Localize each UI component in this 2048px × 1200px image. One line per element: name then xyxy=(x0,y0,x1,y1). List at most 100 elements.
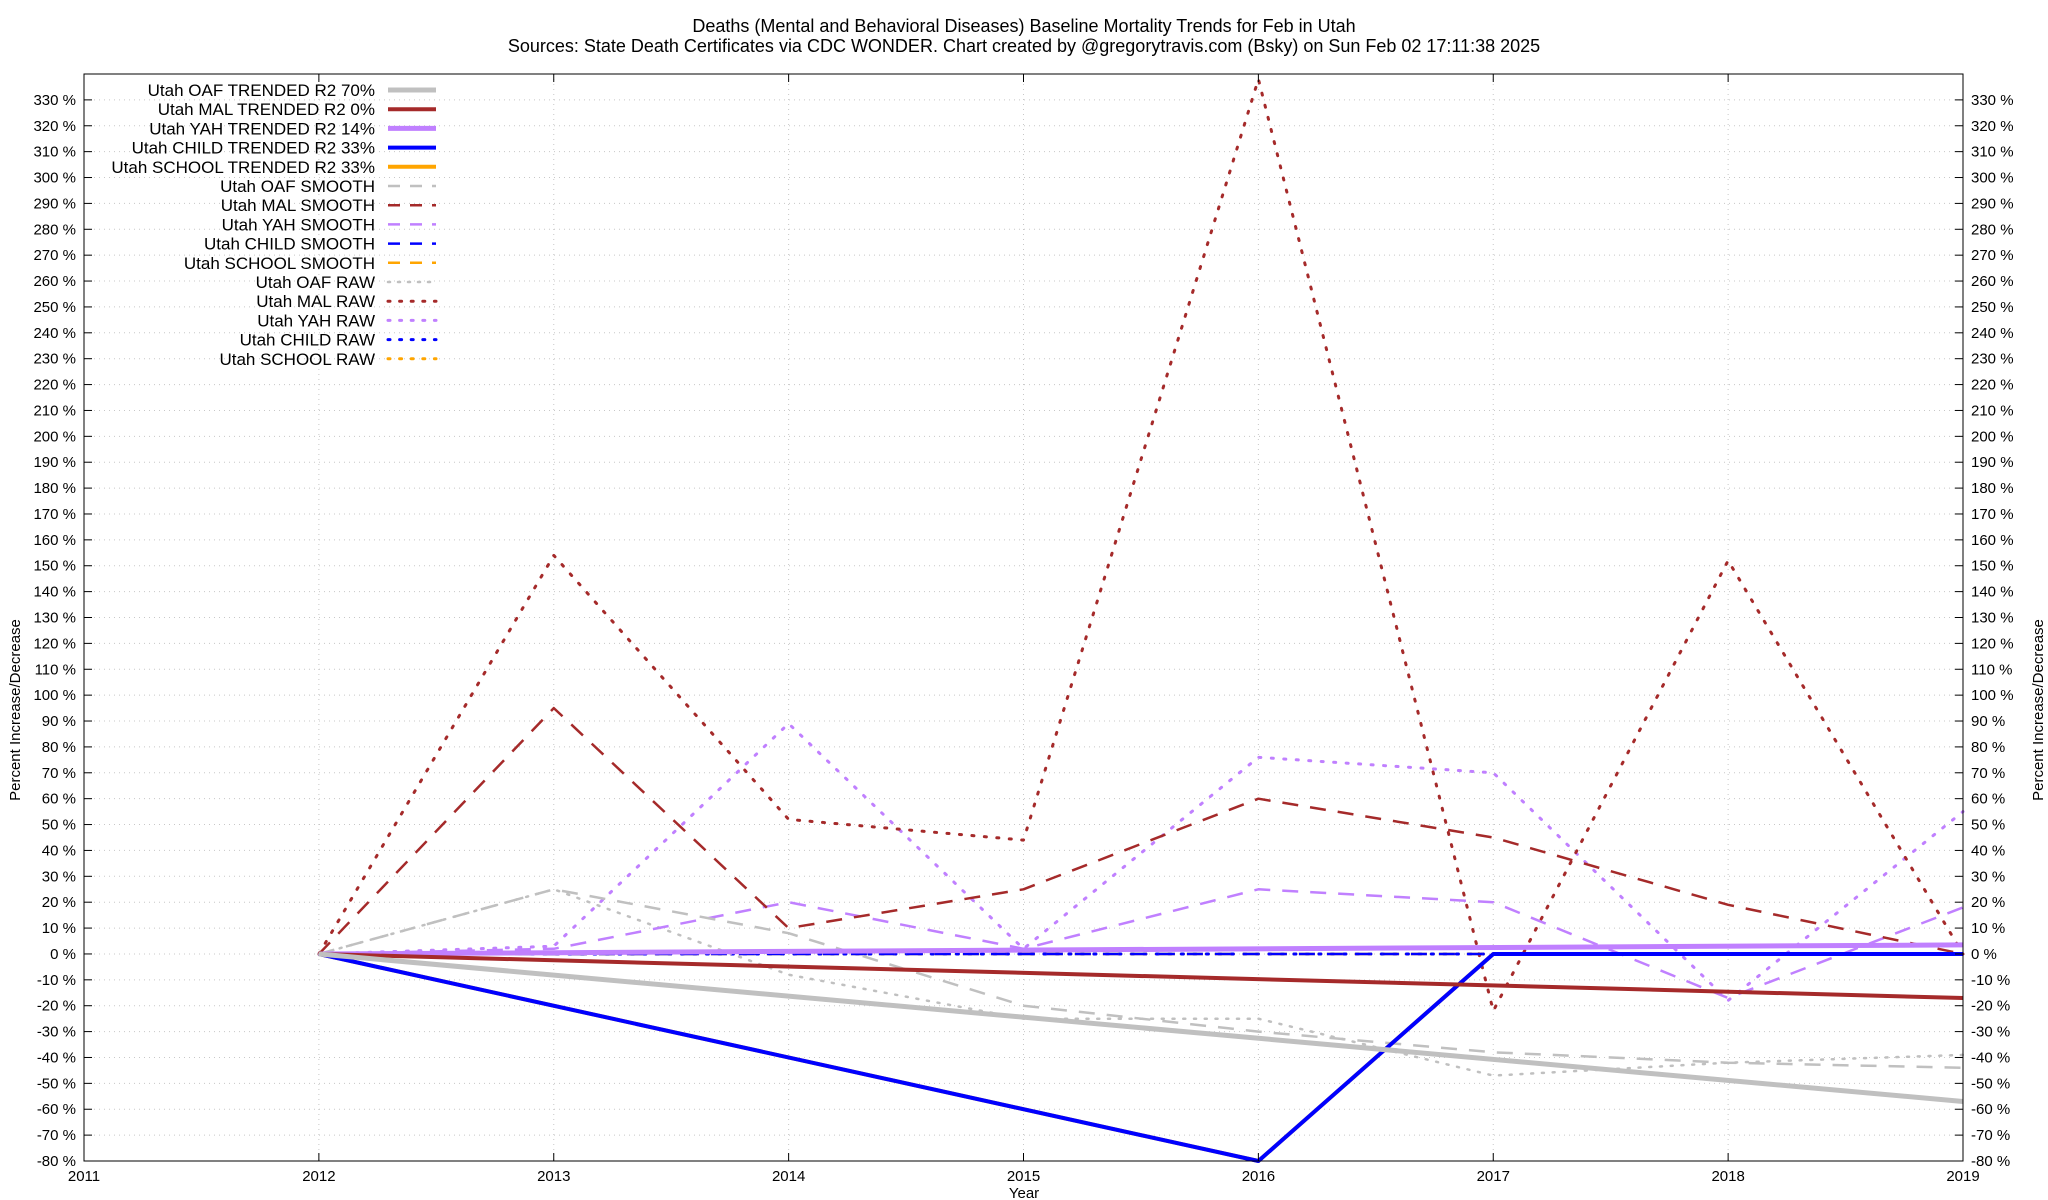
legend-label: Utah MAL RAW xyxy=(256,292,375,311)
grid-lines xyxy=(83,74,1964,1162)
y2-tick-label: 160 % xyxy=(1971,532,2014,549)
y2-tick-label: 10 % xyxy=(1971,920,2005,937)
y-tick-label: -20 % xyxy=(37,998,76,1015)
y2-tick-label: 240 % xyxy=(1971,325,2014,342)
legend-label: Utah CHILD RAW xyxy=(240,331,375,350)
legend-label: Utah MAL SMOOTH xyxy=(221,196,375,215)
y2-tick-label: -30 % xyxy=(1971,1024,2010,1041)
y2-tick-label: -70 % xyxy=(1971,1127,2010,1144)
y2-tick-label: 310 % xyxy=(1971,144,2014,161)
y-tick-label: 130 % xyxy=(33,610,76,627)
y-tick-label: 120 % xyxy=(33,635,76,652)
y-tick-label: 290 % xyxy=(33,195,76,212)
y2-tick-label: 330 % xyxy=(1971,92,2014,109)
y2-tick-label: -10 % xyxy=(1971,972,2010,989)
legend-label: Utah SCHOOL RAW xyxy=(219,350,375,369)
y-tick-label: 20 % xyxy=(42,894,76,911)
legend: Utah OAF TRENDED R2 70%Utah MAL TRENDED … xyxy=(111,81,438,369)
series-line-utah-mal-smooth xyxy=(317,706,1964,956)
y2-tick-label: -80 % xyxy=(1971,1153,2010,1170)
y-tick-label: 100 % xyxy=(33,687,76,704)
y2-axis-label: Percent Increase/Decrease xyxy=(2030,619,2047,801)
y-tick-label: -80 % xyxy=(37,1153,76,1170)
y-tick-label: 10 % xyxy=(42,920,76,937)
y-tick-label: 310 % xyxy=(33,144,76,161)
y-tick-label: 330 % xyxy=(33,92,76,109)
y2-tick-label: -40 % xyxy=(1971,1049,2010,1066)
y2-tick-label: 0 % xyxy=(1971,946,1997,963)
y2-tick-label: 200 % xyxy=(1971,428,2014,445)
y2-tick-label: 20 % xyxy=(1971,894,2005,911)
y-tick-label: 30 % xyxy=(42,868,76,885)
x-tick-label: 2014 xyxy=(772,1168,805,1185)
y-axis-label: Percent Increase/Decrease xyxy=(7,619,24,801)
y2-tick-label: 150 % xyxy=(1971,558,2014,575)
series-line-utah-mal-raw xyxy=(317,77,1965,1013)
y2-tick-label: 230 % xyxy=(1971,351,2014,368)
legend-label: Utah MAL TRENDED R2 0% xyxy=(158,100,375,119)
axis-ticks: 2011 2012 2013 2014 2015 2016 2017 2018 2019-80 … xyxy=(33,74,2014,1185)
y-tick-label: -30 % xyxy=(37,1024,76,1041)
y2-tick-label: 260 % xyxy=(1971,273,2014,290)
x-tick-label: 2012 xyxy=(302,1168,335,1185)
y-tick-label: 280 % xyxy=(33,221,76,238)
y2-tick-label: -20 % xyxy=(1971,998,2010,1015)
y-tick-label: 180 % xyxy=(33,480,76,497)
series-lines xyxy=(317,77,1965,1163)
x-tick-label: 2018 xyxy=(1711,1168,1744,1185)
y-tick-label: 160 % xyxy=(33,532,76,549)
y2-tick-label: 290 % xyxy=(1971,195,2014,212)
y2-tick-label: -50 % xyxy=(1971,1075,2010,1092)
y2-tick-label: 90 % xyxy=(1971,713,2005,730)
y-tick-label: 150 % xyxy=(33,558,76,575)
y-tick-label: 190 % xyxy=(33,454,76,471)
x-tick-label: 2011 xyxy=(68,1168,100,1185)
series-line-utah-yah-raw xyxy=(317,722,1965,1002)
chart-subtitle: Sources: State Death Certificates via CD… xyxy=(508,36,1540,56)
y-tick-label: 90 % xyxy=(42,713,76,730)
y2-tick-label: 190 % xyxy=(1971,454,2014,471)
y-tick-label: 200 % xyxy=(33,428,76,445)
y-tick-label: -70 % xyxy=(37,1127,76,1144)
legend-label: Utah SCHOOL TRENDED R2 33% xyxy=(111,158,375,177)
y2-tick-label: 30 % xyxy=(1971,868,2005,885)
y2-tick-label: 250 % xyxy=(1971,299,2014,316)
y-tick-label: -40 % xyxy=(37,1049,76,1066)
y-tick-label: 110 % xyxy=(35,661,76,678)
y2-tick-label: -60 % xyxy=(1971,1101,2010,1118)
y2-tick-label: 140 % xyxy=(1971,584,2014,601)
y-tick-label: 220 % xyxy=(33,377,76,394)
y-tick-label: -60 % xyxy=(37,1101,76,1118)
legend-label: Utah YAH TRENDED R2 14% xyxy=(149,119,375,138)
x-tick-label: 2019 xyxy=(1946,1168,1979,1185)
x-tick-label: 2017 xyxy=(1477,1168,1510,1185)
y-tick-label: -10 % xyxy=(37,972,76,989)
legend-label: Utah OAF TRENDED R2 70% xyxy=(148,81,375,100)
y-tick-label: 250 % xyxy=(33,299,76,316)
legend-label: Utah OAF RAW xyxy=(256,273,375,292)
y-tick-label: 320 % xyxy=(33,118,76,135)
y-tick-label: 240 % xyxy=(33,325,76,342)
series-line-utah-yah-trended-r2-14 xyxy=(318,942,1964,957)
y-tick-label: 80 % xyxy=(42,739,76,756)
series-line-utah-yah-smooth xyxy=(318,888,1964,1000)
y-tick-label: 170 % xyxy=(33,506,76,523)
y-tick-label: 270 % xyxy=(33,247,76,264)
y2-tick-label: 70 % xyxy=(1971,765,2005,782)
legend-label: Utah CHILD TRENDED R2 33% xyxy=(132,139,375,158)
x-axis-label: Year xyxy=(1009,1185,1039,1200)
y2-tick-label: 60 % xyxy=(1971,791,2005,808)
y2-tick-label: 320 % xyxy=(1971,118,2014,135)
y2-tick-label: 300 % xyxy=(1971,170,2014,187)
y-tick-label: 230 % xyxy=(33,351,76,368)
y2-tick-label: 80 % xyxy=(1971,739,2005,756)
y-tick-label: 0 % xyxy=(50,946,76,963)
x-tick-label: 2013 xyxy=(537,1168,570,1185)
series-line-utah-mal-trended-r2-0 xyxy=(318,952,1964,1000)
y2-tick-label: 210 % xyxy=(1971,402,2014,419)
x-tick-label: 2015 xyxy=(1007,1168,1040,1185)
y-tick-label: 210 % xyxy=(33,402,76,419)
y2-tick-label: 220 % xyxy=(1971,377,2014,394)
y-tick-label: 140 % xyxy=(33,584,76,601)
y2-tick-label: 100 % xyxy=(1971,687,2014,704)
